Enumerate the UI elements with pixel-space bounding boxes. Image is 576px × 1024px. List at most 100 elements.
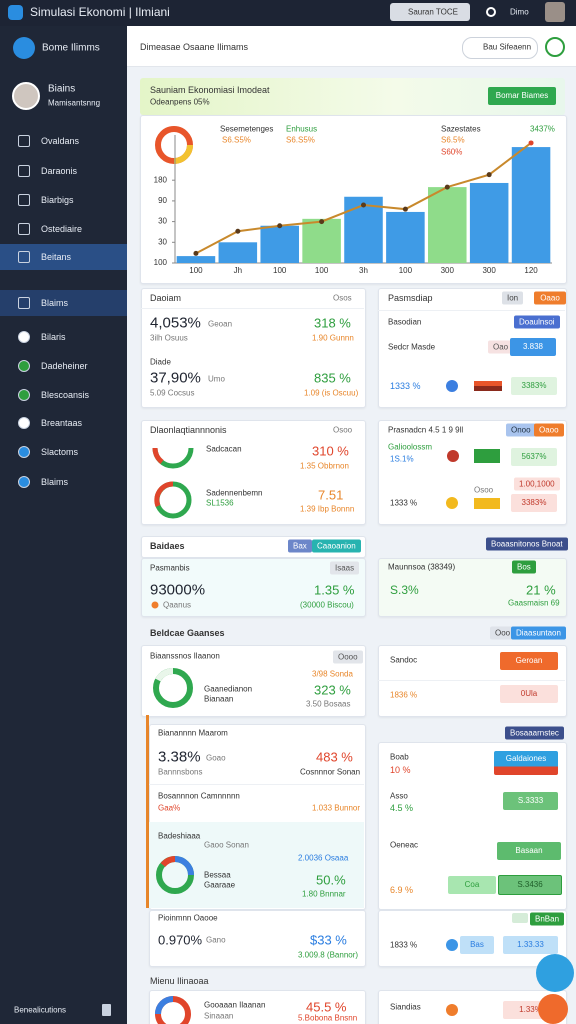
chat-button[interactable] (536, 954, 574, 992)
chip[interactable]: Diaasuntaon (511, 626, 566, 640)
card-title: Dlaonlaqtiannnonis (150, 425, 227, 435)
value-box: Basaan (497, 842, 561, 860)
chip[interactable]: Bax (288, 539, 312, 553)
sub: Qaanus (163, 600, 192, 610)
label: SL1536 (206, 498, 234, 508)
nav-item[interactable]: Daraonis (41, 166, 78, 176)
profile-avatar (12, 82, 40, 110)
nav-item[interactable]: Bilaris (41, 332, 66, 342)
chip[interactable]: Ooo (490, 626, 516, 640)
nav-item[interactable]: Breantaas (41, 418, 83, 428)
chip[interactable]: Onoo (506, 423, 536, 437)
card-title: Pasmanbis (150, 563, 190, 573)
chip[interactable]: Bosaaarnstec (505, 726, 564, 740)
divider (149, 784, 364, 785)
nav-item[interactable]: Ovaldans (41, 136, 80, 146)
search-text: Sauran TOCE (408, 7, 458, 17)
card-title: Daoiam (150, 293, 182, 303)
card (149, 910, 366, 967)
nav-item[interactable]: Dadeheiner (41, 361, 88, 371)
label: Gaaraae (204, 880, 236, 890)
row-label: Asso (390, 791, 408, 801)
nav-icon (18, 165, 30, 177)
nav-item[interactable]: Slactoms (41, 447, 79, 457)
line-point (361, 202, 366, 208)
nav-item[interactable]: Ostediaire (41, 224, 83, 234)
nav-item[interactable]: Blaims (41, 298, 69, 308)
note: 5.Bobona Bnsnn (298, 1013, 358, 1023)
divider (378, 310, 565, 311)
page-title: Dimeasae Osaane Ilimams (140, 42, 249, 52)
chip[interactable] (512, 913, 528, 923)
search-box[interactable] (390, 3, 470, 21)
user-avatar[interactable] (545, 2, 565, 22)
label: Gaanedianon (204, 684, 253, 694)
pct: 1.35 % (314, 582, 355, 598)
label: Sadcacan (206, 444, 242, 454)
nav-item[interactable]: Beitans (41, 252, 72, 262)
header-icon[interactable] (545, 37, 565, 57)
button[interactable]: Oaao (534, 291, 566, 305)
chip[interactable]: Doaulnsoi (514, 315, 560, 329)
value-box: 1.33.33 (503, 936, 558, 954)
nav-item[interactable]: Biarbigs (41, 195, 74, 205)
note: 3.50 Bosaas (306, 699, 351, 709)
unit: Geoan (208, 319, 233, 329)
x-tick-label: 120 (524, 266, 538, 275)
label: Bessaa (204, 870, 231, 880)
x-tick-label: 100 (315, 266, 329, 275)
value-box: S.3333 (503, 792, 558, 810)
chip[interactable]: Ion (502, 291, 524, 305)
bar (344, 196, 383, 263)
nav-icon (18, 331, 30, 343)
notification[interactable] (486, 7, 496, 17)
y-tick-label: 30 (158, 217, 167, 226)
tag: Osos (333, 293, 352, 303)
chip[interactable]: Oao (488, 340, 514, 354)
button[interactable]: Oaoo (534, 423, 564, 437)
nav-item[interactable]: Blaims (41, 477, 69, 487)
metric: 0.970% (158, 932, 203, 948)
header-button[interactable] (462, 37, 538, 59)
x-tick-label: 300 (482, 266, 496, 275)
card-title: Sandoc (390, 655, 418, 665)
pct: $33 % (310, 932, 347, 948)
pct: 323 % (314, 682, 351, 698)
chip[interactable]: Caaoanion (312, 539, 361, 553)
chip[interactable]: BnBan (530, 912, 565, 926)
pct: 1S.1% (390, 454, 414, 464)
indicator (447, 450, 459, 462)
note: 1.09 (is Oscuu) (304, 388, 359, 398)
pct: 318 % (314, 315, 351, 331)
value-box: 0Ula (500, 685, 558, 703)
unit: Gano (206, 935, 226, 945)
nav-item[interactable]: Blescoansis (41, 390, 90, 400)
chart-note: S6.S5% (286, 135, 315, 145)
nav-active (0, 244, 127, 270)
footer-icon[interactable] (102, 1004, 111, 1016)
chart-note: Sesemetenges (220, 124, 274, 134)
label: Sadennenbemn (206, 488, 263, 498)
note: 1.39 Ibp Bonnn (300, 504, 355, 514)
pct: 6.9 % (390, 885, 414, 895)
section-title: Mienu Ilinaoaa (150, 976, 209, 986)
action-button[interactable] (538, 994, 568, 1024)
chip[interactable]: 1.00,1000 (514, 477, 560, 491)
row-label: Siandias (390, 1002, 421, 1012)
line-point (486, 172, 492, 178)
y-tick-label: 180 (154, 175, 168, 184)
value-box: 3.838 (510, 338, 556, 356)
line-point (193, 250, 199, 256)
label: Sinaaan (204, 1011, 234, 1021)
banner-button[interactable]: Bomar Biames (488, 87, 556, 105)
chart-note: S60% (441, 147, 463, 157)
donut (155, 996, 191, 1024)
chip[interactable]: Bos (512, 560, 536, 574)
user-name[interactable]: Dimo (510, 7, 529, 17)
profile-role: Mamisantsnng (48, 98, 101, 108)
label: Bosannnon Camnnnnn (158, 791, 240, 801)
value-box: 5637% (511, 448, 557, 466)
chip[interactable]: Boaasnitonos Bnoat (486, 537, 568, 551)
sidebar-footer[interactable]: Benealicutions (14, 1005, 67, 1015)
